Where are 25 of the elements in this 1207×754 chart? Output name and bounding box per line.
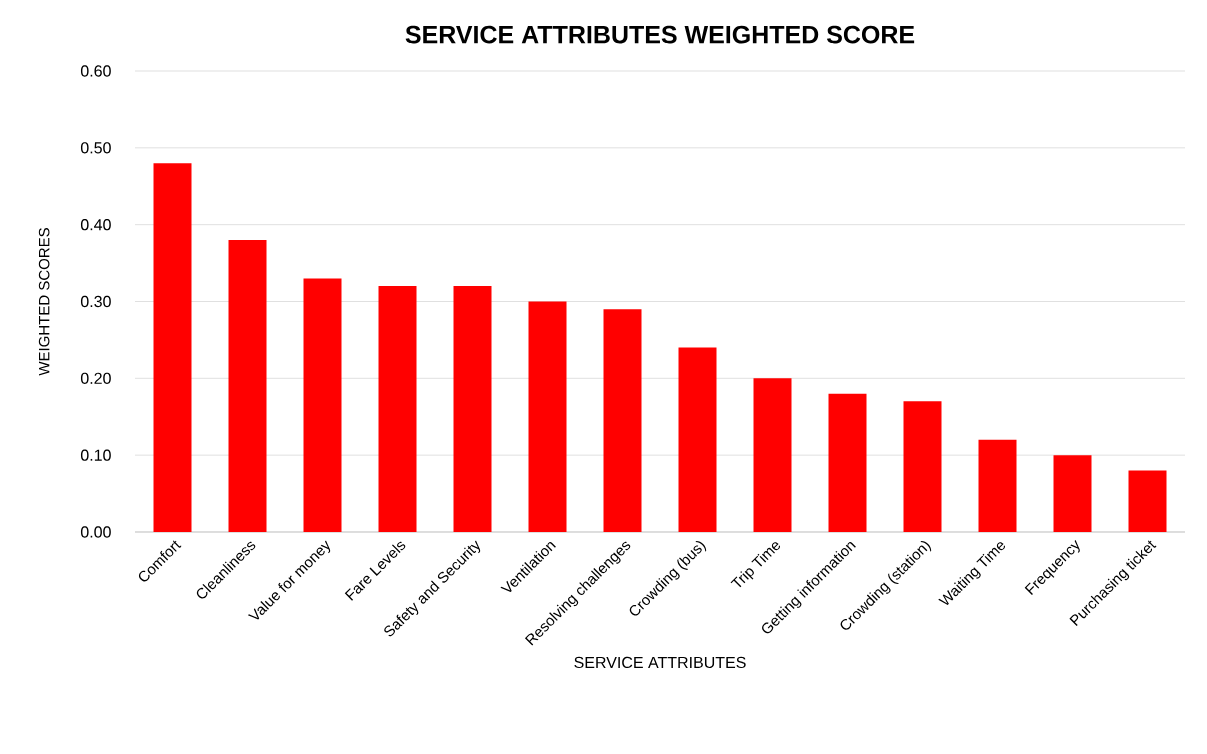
chart-title: SERVICE ATTRIBUTES WEIGHTED SCORE	[405, 25, 915, 44]
bar	[153, 163, 192, 532]
bar	[828, 393, 867, 532]
y-tick-label: 0.50	[80, 142, 111, 154]
bar	[678, 347, 717, 532]
bar	[528, 301, 567, 532]
bar	[978, 439, 1017, 532]
x-axis-title: SERVICE ATTRIBUTES	[574, 656, 746, 669]
y-tick-label: 0.30	[80, 295, 111, 308]
y-tick-label: 0.10	[80, 449, 111, 461]
y-tick-label: 0.20	[80, 372, 111, 384]
bar	[753, 378, 792, 532]
bar	[303, 278, 342, 532]
bar	[453, 286, 492, 532]
bar	[603, 309, 642, 532]
bar	[1128, 470, 1167, 532]
x-tick-label: Trip Time	[730, 542, 781, 588]
y-tick-label: 0.40	[80, 219, 111, 231]
bar	[378, 286, 417, 532]
bar	[228, 240, 267, 532]
y-axis-title: WEIGHTED SCORES	[38, 228, 50, 376]
bar	[1053, 455, 1092, 532]
bar	[903, 401, 942, 532]
y-tick-label: 0.00	[80, 526, 111, 538]
y-tick-label: 0.60	[80, 65, 111, 77]
